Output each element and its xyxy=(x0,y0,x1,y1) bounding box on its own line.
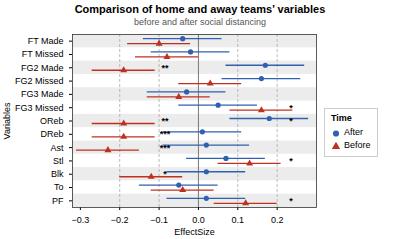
svg-text:*: * xyxy=(163,169,167,179)
svg-text:*: * xyxy=(289,116,293,126)
svg-text:Variables: Variables xyxy=(2,102,12,139)
svg-text:0.1: 0.1 xyxy=(232,215,245,225)
svg-text:−0.1: −0.1 xyxy=(150,215,168,225)
svg-text:EffectSize: EffectSize xyxy=(174,227,214,237)
svg-text:FG2 Missed: FG2 Missed xyxy=(15,76,64,86)
svg-text:FG3 Made: FG3 Made xyxy=(21,89,64,99)
svg-text:0.2: 0.2 xyxy=(271,215,284,225)
svg-text:FG3 Missed: FG3 Missed xyxy=(15,103,64,113)
svg-text:DReb: DReb xyxy=(40,129,63,139)
html-text:Time: Time xyxy=(331,113,352,123)
svg-text:**: ** xyxy=(161,116,169,126)
html-text:Before: Before xyxy=(344,140,371,150)
svg-text:FG2 Made: FG2 Made xyxy=(21,63,64,73)
svg-text:**: ** xyxy=(161,63,169,73)
svg-text:Blk: Blk xyxy=(51,169,64,179)
svg-text:Ast: Ast xyxy=(50,142,64,152)
svg-text:Stl: Stl xyxy=(53,156,64,166)
svg-text:FT Made: FT Made xyxy=(28,36,64,46)
svg-text:−0.2: −0.2 xyxy=(111,215,129,225)
svg-text:−0.3: −0.3 xyxy=(71,215,89,225)
svg-text:0.0: 0.0 xyxy=(192,215,205,225)
svg-text:*: * xyxy=(289,156,293,166)
svg-text:FT Missed: FT Missed xyxy=(22,49,64,59)
html-text:Comparison of home and away te: Comparison of home and away teams’ varia… xyxy=(74,3,326,15)
svg-text:OReb: OReb xyxy=(40,116,64,126)
svg-text:To: To xyxy=(54,182,64,192)
svg-text:*: * xyxy=(289,196,293,206)
html-text:After: After xyxy=(344,127,363,137)
svg-text:*: * xyxy=(289,103,293,113)
svg-text:PF: PF xyxy=(52,196,64,206)
svg-text:***: *** xyxy=(160,142,171,152)
svg-text:***: *** xyxy=(160,129,171,139)
html-text:before and after social distan: before and after social distancing xyxy=(134,17,266,27)
